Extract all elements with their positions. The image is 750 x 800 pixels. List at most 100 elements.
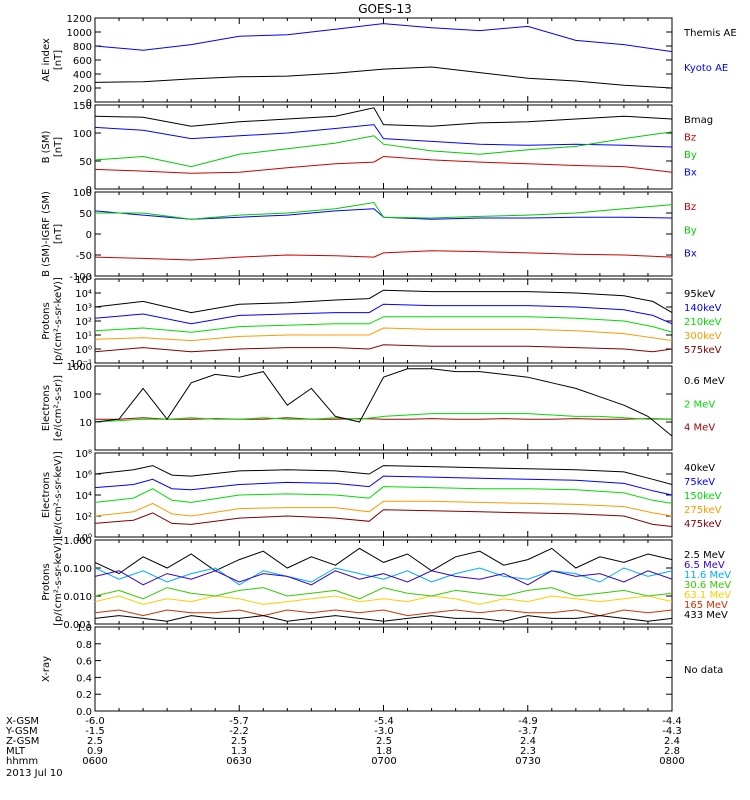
series-line-275keV bbox=[95, 500, 672, 517]
series-line-75keV bbox=[95, 475, 672, 496]
ephemeris-value: 2.4 bbox=[520, 736, 536, 747]
y-axis-label: [nT] bbox=[53, 137, 64, 157]
series-line-Bz bbox=[95, 250, 672, 261]
y-tick-label: 0.8 bbox=[76, 640, 92, 651]
y-axis-label: [p/(cm²-s-sr-keV)] bbox=[53, 277, 64, 365]
series-line-575keV bbox=[95, 344, 672, 353]
ephemeris-label: X-GSM bbox=[6, 716, 39, 727]
y-axis-label: [e/(cm²-s-sr)] bbox=[53, 375, 64, 441]
y-axis-label: AE index bbox=[41, 38, 52, 82]
panel-5: 10 100 1000 Electrons [e/(cm²-s-sr)] 0.6 MeV 2… bbox=[41, 362, 725, 451]
y-tick-label: 0.100 bbox=[63, 564, 92, 575]
date-label: 2013 Jul 10 bbox=[6, 768, 63, 779]
ephemeris-value: -4.4 bbox=[662, 716, 682, 727]
legend-entry: 75keV bbox=[684, 477, 715, 488]
ephemeris-label: hhmm bbox=[6, 756, 38, 767]
y-tick-label: 100 bbox=[73, 390, 92, 401]
series-line-Bx bbox=[95, 124, 672, 148]
panel-frame bbox=[94, 104, 673, 190]
legend-entry: 0.6 MeV bbox=[684, 376, 725, 387]
y-tick-label: 10⁴ bbox=[75, 491, 92, 502]
y-tick-label: 0.4 bbox=[76, 673, 92, 684]
y-tick-label: 0.010 bbox=[63, 592, 92, 603]
y-tick-label: 100 bbox=[73, 188, 92, 199]
y-tick-label: 10⁰ bbox=[75, 345, 92, 356]
series-line-210keV bbox=[95, 316, 672, 333]
y-axis-label: [e/(cm²-s-sr-keV)] bbox=[53, 451, 64, 539]
ephemeris-value: -5.4 bbox=[374, 716, 394, 727]
ephemeris-label: Y-GSM bbox=[5, 726, 38, 737]
legend-entry: 575keV bbox=[684, 345, 722, 356]
ephemeris-value: 2.3 bbox=[520, 746, 536, 757]
y-tick-label: 50 bbox=[79, 209, 92, 220]
panel-1: 0 200 400 600 800 1000 1200 AE index [nT] Themis … bbox=[41, 14, 737, 109]
y-tick-label: 0.0 bbox=[76, 707, 92, 718]
legend-entry: 63.1 MeV bbox=[684, 590, 731, 601]
y-tick-label: 10⁻¹ bbox=[70, 359, 92, 370]
y-tick-label: 150 bbox=[73, 101, 92, 112]
y-tick-label: 100 bbox=[73, 129, 92, 140]
y-tick-label: -100 bbox=[69, 272, 92, 283]
y-tick-label: 1000 bbox=[67, 28, 92, 39]
legend-entry: 300keV bbox=[684, 331, 722, 342]
y-tick-label: 600 bbox=[73, 56, 92, 67]
series-line-Themis-AE bbox=[95, 66, 672, 89]
series-line-40keV bbox=[95, 465, 672, 485]
panel-frame bbox=[94, 365, 673, 451]
series-line-2-MeV bbox=[95, 413, 672, 423]
ephemeris-value: 0600 bbox=[82, 756, 107, 767]
y-tick-label: 1000 bbox=[67, 362, 92, 373]
y-tick-label: 10² bbox=[75, 512, 92, 523]
legend-entry: 11.6 MeV bbox=[684, 570, 731, 581]
y-axis-label: Protons bbox=[41, 302, 52, 339]
series-line-Kyoto-AE bbox=[95, 23, 672, 53]
ephemeris-value: -5.7 bbox=[229, 716, 249, 727]
y-tick-label: 10⁵ bbox=[75, 275, 92, 286]
ephemeris-value: 0630 bbox=[226, 756, 251, 767]
legend-entry: Bz bbox=[684, 133, 696, 144]
y-tick-label: 1.000 bbox=[63, 536, 92, 547]
series-line-2.5-MeV bbox=[95, 615, 672, 622]
y-tick-label: 200 bbox=[73, 84, 92, 95]
legend-entry: 40keV bbox=[684, 463, 715, 474]
panel-frame bbox=[94, 278, 673, 364]
y-axis-label: [p/(cm²-s-sr-keV)] bbox=[53, 538, 64, 626]
panel-6: 10⁰ 10² 10⁴ 10⁶ 10⁸ Electrons [e/(cm²-s-sr-keV… bbox=[41, 449, 722, 544]
series-line-30.6-MeV bbox=[95, 587, 672, 600]
legend-entry: 2.5 MeV bbox=[684, 550, 725, 561]
legend-entry: 95keV bbox=[684, 289, 715, 300]
ephemeris-value: 1.8 bbox=[376, 746, 392, 757]
panel-frame bbox=[94, 191, 673, 277]
y-tick-label: 800 bbox=[73, 42, 92, 53]
ephemeris-value: 2.5 bbox=[376, 736, 392, 747]
series-line-4-MeV bbox=[95, 417, 672, 420]
ephemeris-value: 0.9 bbox=[87, 746, 103, 757]
panel-7: 0.001 0.010 0.100 1.000 Protons [p/(cm²-s-sr-… bbox=[41, 536, 731, 631]
y-tick-label: -50 bbox=[76, 251, 92, 262]
y-tick-label: 10⁶ bbox=[75, 470, 92, 481]
legend-entry: Bx bbox=[684, 249, 697, 260]
series-line-Bz bbox=[95, 155, 672, 174]
y-tick-label: 10 bbox=[79, 418, 92, 429]
series-line-433-MeV bbox=[95, 547, 672, 575]
y-axis-label: [nT] bbox=[53, 50, 64, 70]
series-line-By bbox=[95, 201, 672, 220]
legend-entry: 6.5 MeV bbox=[684, 560, 725, 571]
y-tick-label: 0 bbox=[86, 230, 92, 241]
legend-entry: Bmag bbox=[684, 115, 713, 126]
y-axis-label: X-ray bbox=[41, 656, 52, 682]
legend-entry: Bx bbox=[684, 168, 697, 179]
y-tick-label: 0.001 bbox=[63, 620, 92, 631]
y-axis-label: B (SM) bbox=[41, 130, 52, 163]
legend-entry: 140keV bbox=[684, 303, 722, 314]
ephemeris-value: 2.8 bbox=[664, 746, 680, 757]
y-tick-label: 50 bbox=[79, 157, 92, 168]
y-tick-label: 1.0 bbox=[76, 623, 92, 634]
series-line-6.5-MeV bbox=[95, 570, 672, 586]
panel-4: 10⁻¹ 10⁰ 10¹ 10² 10³ 10⁴ 10⁵ Protons [p/(cm²-s-s… bbox=[41, 275, 722, 370]
legend-entry: 4 MeV bbox=[684, 423, 715, 434]
legend-entry: 30.6 MeV bbox=[684, 580, 731, 591]
ephemeris-value: -2.2 bbox=[229, 726, 249, 737]
series-line-11.6-MeV bbox=[95, 567, 672, 586]
